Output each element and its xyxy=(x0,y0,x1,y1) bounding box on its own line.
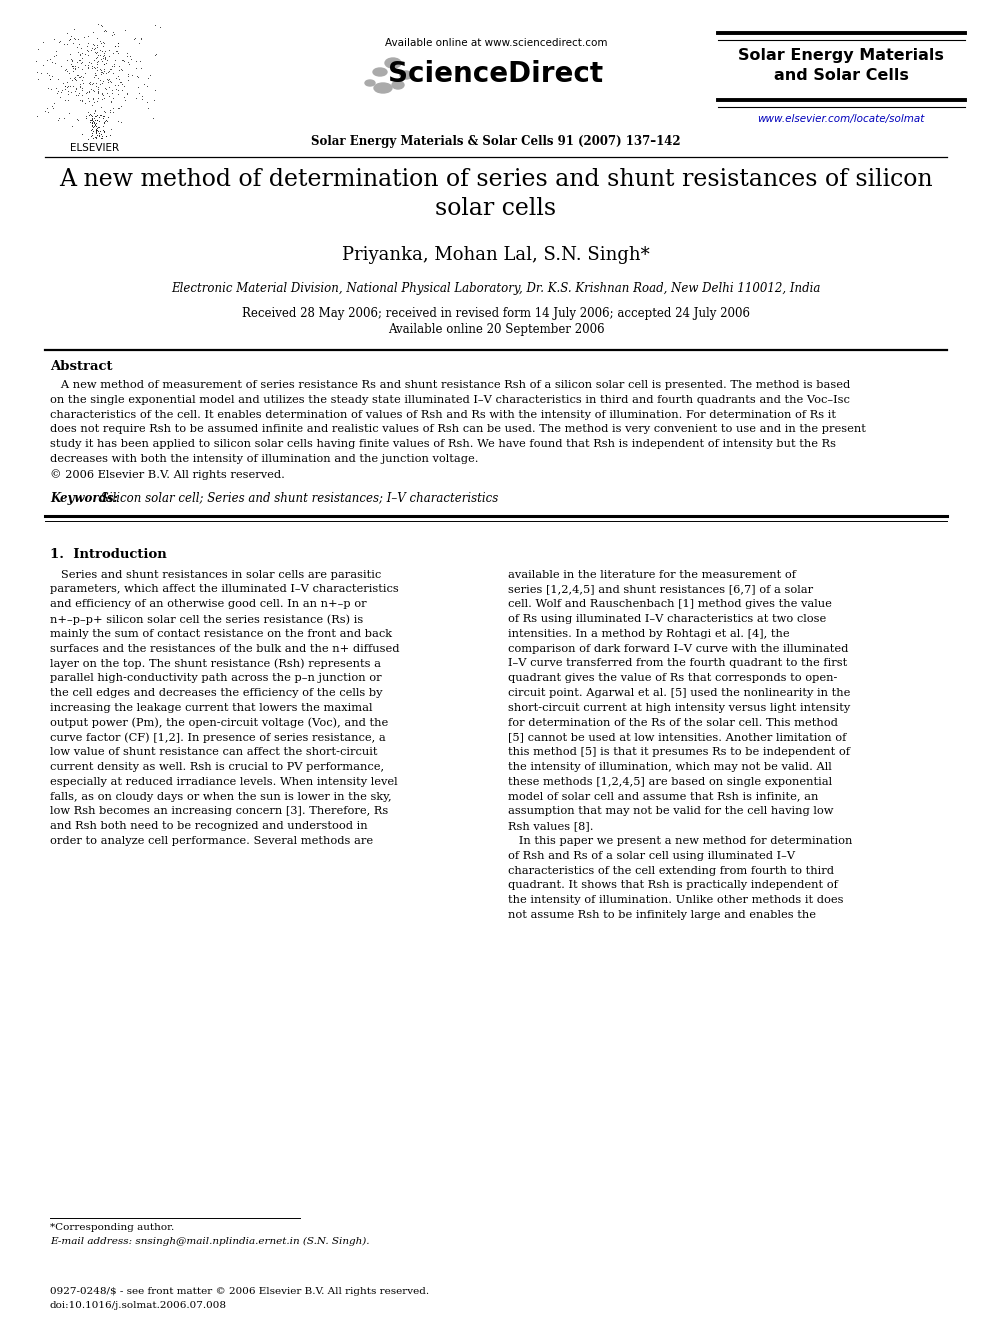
Text: especially at reduced irradiance levels. When intensity level: especially at reduced irradiance levels.… xyxy=(50,777,398,787)
Text: Abstract: Abstract xyxy=(50,360,112,373)
Text: solar cells: solar cells xyxy=(435,197,557,220)
Text: 1.  Introduction: 1. Introduction xyxy=(50,548,167,561)
Ellipse shape xyxy=(400,71,412,79)
Text: doi:10.1016/j.solmat.2006.07.008: doi:10.1016/j.solmat.2006.07.008 xyxy=(50,1301,227,1310)
Text: not assume Rsh to be infinitely large and enables the: not assume Rsh to be infinitely large an… xyxy=(508,910,816,919)
Text: the intensity of illumination. Unlike other methods it does: the intensity of illumination. Unlike ot… xyxy=(508,896,843,905)
Text: Priyanka, Mohan Lal, S.N. Singh*: Priyanka, Mohan Lal, S.N. Singh* xyxy=(342,246,650,265)
Text: low value of shunt resistance can affect the short-circuit: low value of shunt resistance can affect… xyxy=(50,747,378,757)
Text: 0927-0248/$ - see front matter © 2006 Elsevier B.V. All rights reserved.: 0927-0248/$ - see front matter © 2006 El… xyxy=(50,1287,430,1297)
Text: and Rsh both need to be recognized and understood in: and Rsh both need to be recognized and u… xyxy=(50,822,368,831)
Text: I–V curve transferred from the fourth quadrant to the first: I–V curve transferred from the fourth qu… xyxy=(508,659,847,668)
Text: quadrant. It shows that Rsh is practically independent of: quadrant. It shows that Rsh is practical… xyxy=(508,880,838,890)
Ellipse shape xyxy=(365,79,375,86)
Text: characteristics of the cell extending from fourth to third: characteristics of the cell extending fr… xyxy=(508,865,834,876)
Text: A new method of determination of series and shunt resistances of silicon: A new method of determination of series … xyxy=(60,168,932,191)
Text: study it has been applied to silicon solar cells having finite values of Rsh. We: study it has been applied to silicon sol… xyxy=(50,439,836,450)
Text: short-circuit current at high intensity versus light intensity: short-circuit current at high intensity … xyxy=(508,703,850,713)
Text: curve factor (CF) [1,2]. In presence of series resistance, a: curve factor (CF) [1,2]. In presence of … xyxy=(50,733,386,744)
Text: decreases with both the intensity of illumination and the junction voltage.: decreases with both the intensity of ill… xyxy=(50,454,478,464)
Text: and efficiency of an otherwise good cell. In an n+–p or: and efficiency of an otherwise good cell… xyxy=(50,599,367,609)
Text: circuit point. Agarwal et al. [5] used the nonlinearity in the: circuit point. Agarwal et al. [5] used t… xyxy=(508,688,850,699)
Text: cell. Wolf and Rauschenbach [1] method gives the value: cell. Wolf and Rauschenbach [1] method g… xyxy=(508,599,832,609)
Text: falls, as on cloudy days or when the sun is lower in the sky,: falls, as on cloudy days or when the sun… xyxy=(50,791,392,802)
Ellipse shape xyxy=(385,58,401,67)
Text: Available online 20 September 2006: Available online 20 September 2006 xyxy=(388,323,604,336)
Text: series [1,2,4,5] and shunt resistances [6,7] of a solar: series [1,2,4,5] and shunt resistances [… xyxy=(508,585,813,594)
Text: A new method of measurement of series resistance Rs and shunt resistance Rsh of : A new method of measurement of series re… xyxy=(50,380,850,390)
Text: comparison of dark forward I–V curve with the illuminated: comparison of dark forward I–V curve wit… xyxy=(508,643,848,654)
Text: parallel high-conductivity path across the p–n junction or: parallel high-conductivity path across t… xyxy=(50,673,382,683)
Text: characteristics of the cell. It enables determination of values of Rsh and Rs wi: characteristics of the cell. It enables … xyxy=(50,410,836,419)
Text: ELSEVIER: ELSEVIER xyxy=(70,143,120,153)
Text: Available online at www.sciencedirect.com: Available online at www.sciencedirect.co… xyxy=(385,38,607,48)
Text: Solar Energy Materials & Solar Cells 91 (2007) 137–142: Solar Energy Materials & Solar Cells 91 … xyxy=(311,135,681,148)
Text: low Rsh becomes an increasing concern [3]. Therefore, Rs: low Rsh becomes an increasing concern [3… xyxy=(50,807,388,816)
Text: Received 28 May 2006; received in revised form 14 July 2006; accepted 24 July 20: Received 28 May 2006; received in revise… xyxy=(242,307,750,320)
Text: In this paper we present a new method for determination: In this paper we present a new method fo… xyxy=(508,836,852,845)
Text: [5] cannot be used at low intensities. Another limitation of: [5] cannot be used at low intensities. A… xyxy=(508,733,846,742)
Text: model of solar cell and assume that Rsh is infinite, an: model of solar cell and assume that Rsh … xyxy=(508,791,818,802)
Text: surfaces and the resistances of the bulk and the n+ diffused: surfaces and the resistances of the bulk… xyxy=(50,643,400,654)
Text: the intensity of illumination, which may not be valid. All: the intensity of illumination, which may… xyxy=(508,762,831,773)
Text: these methods [1,2,4,5] are based on single exponential: these methods [1,2,4,5] are based on sin… xyxy=(508,777,832,787)
Ellipse shape xyxy=(374,83,392,93)
Text: Solar Energy Materials: Solar Energy Materials xyxy=(738,48,944,64)
Text: n+–p–p+ silicon solar cell the series resistance (Rs) is: n+–p–p+ silicon solar cell the series re… xyxy=(50,614,363,624)
Text: www.elsevier.com/locate/solmat: www.elsevier.com/locate/solmat xyxy=(757,114,925,124)
Text: output power (Pm), the open-circuit voltage (Voc), and the: output power (Pm), the open-circuit volt… xyxy=(50,717,388,728)
Text: of Rs using illuminated I–V characteristics at two close: of Rs using illuminated I–V characterist… xyxy=(508,614,826,624)
Ellipse shape xyxy=(392,81,404,89)
Text: for determination of the Rs of the solar cell. This method: for determination of the Rs of the solar… xyxy=(508,717,838,728)
Text: increasing the leakage current that lowers the maximal: increasing the leakage current that lowe… xyxy=(50,703,373,713)
Text: assumption that may not be valid for the cell having low: assumption that may not be valid for the… xyxy=(508,807,833,816)
Text: of Rsh and Rs of a solar cell using illuminated I–V: of Rsh and Rs of a solar cell using illu… xyxy=(508,851,796,861)
Text: available in the literature for the measurement of: available in the literature for the meas… xyxy=(508,570,796,579)
Text: this method [5] is that it presumes Rs to be independent of: this method [5] is that it presumes Rs t… xyxy=(508,747,850,757)
Text: and Solar Cells: and Solar Cells xyxy=(774,67,909,83)
Text: order to analyze cell performance. Several methods are: order to analyze cell performance. Sever… xyxy=(50,836,373,845)
Text: Keywords:: Keywords: xyxy=(50,492,118,504)
Text: on the single exponential model and utilizes the steady state illuminated I–V ch: on the single exponential model and util… xyxy=(50,394,850,405)
Text: © 2006 Elsevier B.V. All rights reserved.: © 2006 Elsevier B.V. All rights reserved… xyxy=(50,468,285,479)
Text: the cell edges and decreases the efficiency of the cells by: the cell edges and decreases the efficie… xyxy=(50,688,383,699)
Text: parameters, which affect the illuminated I–V characteristics: parameters, which affect the illuminated… xyxy=(50,585,399,594)
Text: does not require Rsh to be assumed infinite and realistic values of Rsh can be u: does not require Rsh to be assumed infin… xyxy=(50,425,866,434)
Text: Rsh values [8].: Rsh values [8]. xyxy=(508,822,593,831)
Text: layer on the top. The shunt resistance (Rsh) represents a: layer on the top. The shunt resistance (… xyxy=(50,659,381,669)
Text: current density as well. Rsh is crucial to PV performance,: current density as well. Rsh is crucial … xyxy=(50,762,384,773)
Text: E-mail address: snsingh@mail.nplindia.ernet.in (S.N. Singh).: E-mail address: snsingh@mail.nplindia.er… xyxy=(50,1237,369,1246)
Text: quadrant gives the value of Rs that corresponds to open-: quadrant gives the value of Rs that corr… xyxy=(508,673,837,683)
Text: intensities. In a method by Rohtagi et al. [4], the: intensities. In a method by Rohtagi et a… xyxy=(508,628,790,639)
Text: Series and shunt resistances in solar cells are parasitic: Series and shunt resistances in solar ce… xyxy=(50,570,381,579)
Text: Silicon solar cell; Series and shunt resistances; I–V characteristics: Silicon solar cell; Series and shunt res… xyxy=(97,492,498,504)
Text: ScienceDirect: ScienceDirect xyxy=(389,60,603,89)
Text: Electronic Material Division, National Physical Laboratory, Dr. K.S. Krishnan Ro: Electronic Material Division, National P… xyxy=(172,282,820,295)
Text: *Corresponding author.: *Corresponding author. xyxy=(50,1222,175,1232)
Text: mainly the sum of contact resistance on the front and back: mainly the sum of contact resistance on … xyxy=(50,628,392,639)
Ellipse shape xyxy=(373,67,387,75)
